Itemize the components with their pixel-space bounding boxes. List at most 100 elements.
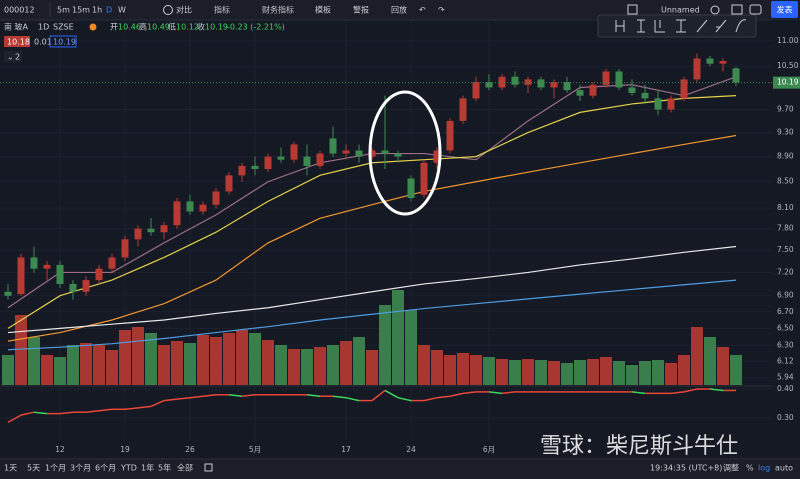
range-button[interactable]: 5天 (27, 464, 40, 473)
settings-icon[interactable] (710, 5, 720, 15)
indicator-line (98, 408, 113, 412)
range-button[interactable]: 3个月 (70, 464, 91, 473)
volume-bar (678, 355, 690, 385)
candle-body (654, 98, 662, 110)
volume-bar (158, 345, 170, 385)
candle-body (537, 79, 545, 88)
volume-bar (67, 345, 79, 385)
interval[interactable]: D (106, 6, 112, 15)
x-tick-label: 24 (406, 445, 416, 454)
range-button[interactable]: 6个月 (95, 464, 116, 473)
x-tick-label: 26 (185, 445, 195, 454)
auto-button[interactable]: auto (775, 464, 793, 473)
candle-body (498, 76, 506, 88)
layout-icon[interactable] (627, 4, 638, 15)
volume-bar (301, 349, 313, 385)
indicator-line (150, 399, 165, 408)
ma-line (7, 134, 737, 342)
log-button[interactable]: log (758, 464, 770, 473)
publish-button-bg[interactable] (771, 1, 798, 18)
templates-button[interactable]: 模板 (315, 5, 331, 15)
y-tick-label: 9.70 (777, 105, 794, 114)
interval[interactable]: 15m (72, 6, 90, 15)
percent-button[interactable]: % (746, 464, 754, 473)
layout-name[interactable]: Unnamed (661, 6, 700, 15)
indicator-line (124, 407, 139, 411)
bottom-bar (0, 459, 800, 479)
volume-bar (171, 341, 183, 385)
tool-icon[interactable] (615, 20, 625, 32)
volume-bar (275, 345, 287, 385)
tool-icon[interactable] (654, 20, 665, 33)
candle-body (147, 228, 155, 233)
candle-body (615, 71, 623, 88)
replay-button[interactable]: 回放 (391, 5, 407, 15)
candle-body (329, 138, 337, 154)
interval[interactable]: 5m (57, 6, 70, 15)
volume-bar (353, 337, 365, 385)
tool-icon[interactable] (715, 19, 727, 33)
indicator-line (137, 405, 152, 409)
financials-button[interactable]: 财务指标 (262, 5, 294, 15)
indicator-line (59, 411, 74, 415)
compare-button[interactable]: 对比 (176, 5, 192, 15)
candle-body (381, 150, 389, 154)
candle-body (459, 98, 467, 121)
candle-body (303, 156, 311, 166)
volume-bar (522, 359, 534, 385)
volume-bar (132, 327, 144, 385)
date-range-icon[interactable] (204, 463, 213, 472)
candle-body (420, 162, 428, 195)
candle-body (121, 239, 129, 258)
range-button[interactable]: 1天 (4, 464, 17, 473)
volume-bar (600, 357, 612, 385)
tool-icon[interactable] (637, 19, 645, 33)
redo-icon[interactable]: ↷ (438, 6, 445, 15)
candle-body (524, 79, 532, 85)
volume-bar (249, 333, 261, 385)
compare-icon (163, 5, 173, 15)
range-button[interactable]: 全部 (177, 463, 193, 473)
candle-body (355, 150, 363, 157)
volume-bar (665, 363, 677, 385)
y-tick-label: 8.50 (777, 177, 794, 186)
legend-value: 10.19 (205, 23, 228, 32)
candle-body (693, 58, 701, 80)
alert-button[interactable]: 警报 (353, 5, 369, 15)
volume-bar (457, 353, 469, 385)
undo-icon[interactable]: ↶ (418, 6, 426, 15)
last-price-label: 10.19 (777, 78, 799, 87)
drawing-tools (615, 19, 747, 33)
range-button[interactable]: 1个月 (45, 464, 66, 473)
symbol[interactable]: 000012 (4, 6, 35, 15)
tool-icon[interactable] (735, 19, 747, 33)
indicator-line (397, 396, 412, 402)
bid-box (4, 36, 30, 47)
candle-body (56, 264, 64, 284)
interval[interactable]: 1h (92, 6, 102, 15)
indicator-toggle-arrow[interactable]: ⌄ (7, 53, 14, 62)
tool-icon[interactable] (696, 19, 708, 33)
volume-bar (704, 337, 716, 385)
range-button[interactable]: 5年 (158, 463, 171, 473)
indicator-count[interactable]: 2 (15, 53, 20, 62)
indicator-line (163, 398, 178, 402)
last-price-tag (773, 76, 800, 89)
tool-icon[interactable] (676, 19, 686, 33)
fullscreen-icon[interactable] (731, 4, 743, 15)
volume-bar (262, 340, 274, 385)
volume-bar (340, 341, 352, 385)
y-tick-label: 6.70 (777, 307, 794, 316)
adjust-button[interactable]: 调整 (723, 463, 739, 473)
volume-bar (41, 355, 53, 385)
interval[interactable]: W (118, 6, 126, 15)
indicator-line (501, 391, 516, 395)
snapshot-icon[interactable] (749, 4, 762, 15)
indicators-button[interactable]: 指标 (214, 5, 230, 15)
indicator-toggle-bg[interactable] (4, 51, 22, 62)
range-button[interactable]: 1年 (141, 463, 154, 473)
candle-body (563, 82, 571, 91)
range-button[interactable]: YTD (120, 464, 137, 473)
legend-label: 开 (110, 23, 118, 32)
publish-button[interactable]: 发表 (777, 5, 793, 15)
